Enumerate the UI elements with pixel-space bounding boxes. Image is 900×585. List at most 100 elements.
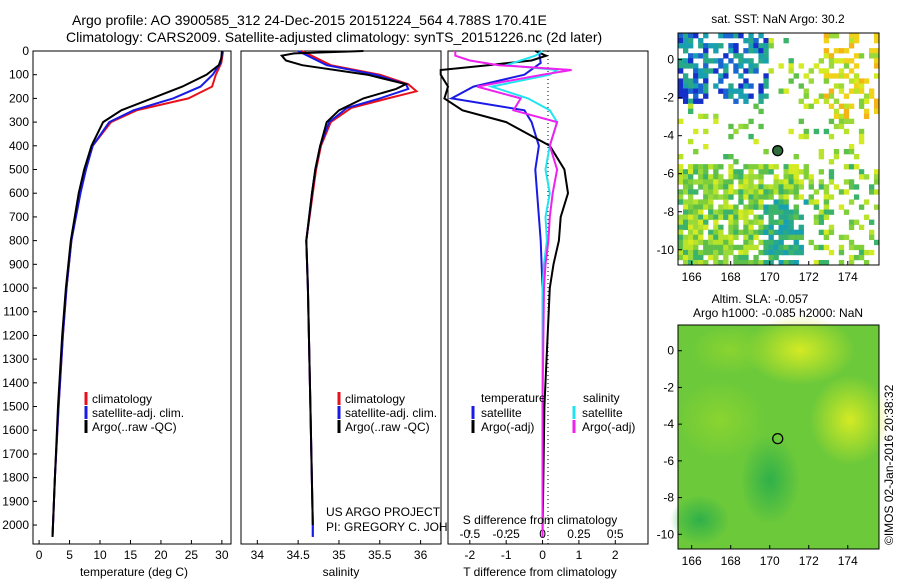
sst-cell — [828, 58, 835, 64]
sst-cell — [723, 209, 729, 215]
sst-cell — [678, 33, 684, 39]
sst-cell — [828, 118, 835, 125]
sst-cell — [708, 199, 714, 205]
sst-cell — [678, 194, 684, 200]
sst-cell — [828, 88, 835, 94]
sst-cell — [728, 43, 734, 49]
salinity-xlabel: salinity — [323, 565, 360, 579]
sst-cell — [728, 189, 734, 195]
sst-cell — [763, 38, 769, 44]
sst-cell — [738, 174, 744, 180]
sst-cell — [703, 239, 709, 246]
sst-cell — [743, 214, 749, 220]
sst-cell — [678, 179, 684, 185]
sst-cell — [838, 58, 845, 64]
sst-cell — [688, 108, 694, 115]
sst-cell — [848, 199, 855, 205]
sst-cell — [753, 138, 759, 145]
sst-cell — [874, 189, 880, 195]
sst-cell — [698, 219, 704, 225]
sst-axes: 166 168 170 172 174 0 -2 -4 -6 -8 -10 — [657, 53, 858, 284]
sst-cell — [698, 239, 704, 246]
sst-cell — [863, 108, 870, 115]
sst-cell — [793, 234, 799, 241]
sst-cell — [713, 179, 719, 185]
sst-cell — [783, 260, 789, 266]
legend-t-argo-label: Argo(-adj) — [481, 420, 534, 434]
sst-cell — [743, 254, 749, 261]
sst-cell — [728, 224, 734, 231]
sst-cell — [683, 48, 689, 54]
sst-cell — [788, 249, 794, 256]
sst-cell — [693, 179, 699, 185]
sst-cell — [758, 53, 764, 59]
sst-cell — [869, 53, 875, 59]
sst-cell — [728, 194, 734, 200]
sst-cell — [728, 83, 734, 89]
sst-cell — [733, 169, 739, 175]
sst-cell — [853, 219, 860, 225]
sst-cell — [773, 189, 779, 195]
sst-cell — [818, 209, 825, 215]
sst-cell — [688, 219, 694, 225]
sst-cell — [833, 113, 840, 120]
sst-cell — [848, 254, 855, 261]
sst-cell — [803, 199, 809, 205]
sst-cell — [693, 63, 699, 69]
sst-cell — [853, 184, 860, 190]
sst-cell — [693, 224, 699, 231]
sst-cell — [758, 194, 764, 200]
sst-cell — [823, 189, 830, 195]
sst-cell — [763, 93, 769, 99]
sst-cell — [768, 239, 774, 246]
sst-cell — [763, 194, 769, 200]
sst-cell — [828, 194, 835, 200]
sst-cell — [828, 249, 835, 256]
sst-cell — [833, 123, 840, 130]
sst-cell — [688, 83, 694, 89]
sst-cell — [753, 204, 759, 210]
sst-cell — [688, 239, 694, 246]
sst-cell — [783, 224, 789, 231]
sst-cell — [788, 68, 794, 74]
s-tick-label: -0.25 — [493, 527, 521, 541]
sst-cell — [798, 249, 804, 256]
sst-cell — [838, 113, 845, 120]
sst-cell — [823, 33, 830, 39]
sst-cell — [703, 128, 709, 135]
sst-cell — [683, 199, 689, 205]
sst-cell — [703, 78, 709, 84]
legend-s-argo-label: Argo(-adj) — [582, 420, 635, 434]
sst-cell — [823, 128, 830, 135]
sst-cell — [768, 209, 774, 215]
sst-cell — [763, 83, 769, 89]
sst-cell — [874, 98, 880, 104]
sst-cell — [788, 164, 794, 170]
sst-cell — [758, 239, 764, 246]
map-x-tick-label: 168 — [721, 270, 741, 284]
sst-cell — [743, 209, 749, 215]
sst-cell — [768, 189, 774, 195]
sst-cell — [703, 58, 709, 64]
sst-cell — [703, 249, 709, 256]
sst-cell — [713, 113, 719, 120]
sst-cell — [813, 63, 820, 69]
difference-lines — [439, 50, 572, 537]
sst-cell — [688, 33, 694, 39]
sst-cell — [828, 169, 835, 175]
temperature-lines — [51, 50, 225, 537]
sst-cell — [698, 113, 704, 120]
sst-cell — [683, 214, 689, 220]
sst-cell — [768, 38, 774, 44]
sst-cell — [773, 244, 779, 251]
sst-cell — [748, 244, 754, 251]
sst-cell — [833, 48, 840, 54]
sst-cell — [693, 239, 699, 246]
sst-cell — [798, 83, 804, 89]
sst-cell — [773, 164, 779, 170]
sst-cell — [863, 260, 870, 266]
sst-cell — [688, 194, 694, 200]
sst-cell — [698, 169, 704, 175]
sst-cell — [843, 149, 850, 155]
sst-cell — [823, 68, 830, 74]
